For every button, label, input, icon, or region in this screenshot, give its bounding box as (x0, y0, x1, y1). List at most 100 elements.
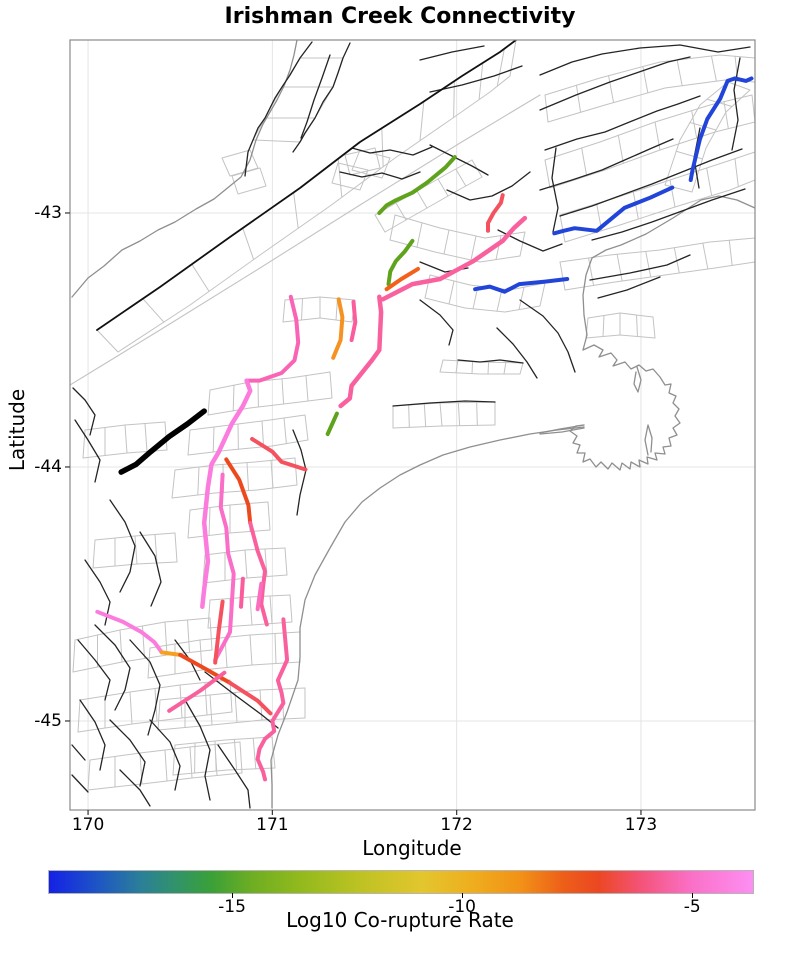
fault-mesh-rung (304, 414, 309, 441)
rupture-trace-pink-northeast (380, 215, 528, 302)
fault-trace (204, 671, 279, 729)
fault-mesh-rung (187, 619, 190, 653)
fault-mesh-rail (147, 661, 301, 679)
alpine-fault-trace (96, 40, 517, 331)
fault-mesh-rail (202, 574, 288, 584)
coastline (582, 195, 755, 351)
rupture-trace-hotpink-continuation (248, 520, 269, 627)
x-tick-label: 171 (256, 815, 289, 835)
fault-trace (544, 95, 701, 151)
fault-mesh-rung (471, 361, 474, 375)
fault-trace (94, 624, 131, 711)
fault-mesh-rung (233, 738, 238, 771)
fault-mesh-quad (221, 149, 259, 177)
coastline (539, 427, 585, 435)
fault-trace (139, 531, 162, 607)
fault-mesh-rung (234, 692, 238, 723)
y-tick-label: -43 (34, 202, 62, 223)
fault-mesh-rung (305, 375, 309, 402)
fault-trace (419, 45, 485, 61)
fault-mesh-rail (439, 371, 521, 375)
fault-mesh-rung (171, 469, 176, 499)
fault-mesh-rung (518, 286, 525, 311)
fault-trace (77, 639, 111, 701)
fault-mesh-rung (457, 402, 461, 427)
fault-mesh-rung (539, 282, 546, 307)
rupture-trace-green-small (325, 411, 339, 436)
fault-mesh-rail (187, 529, 271, 539)
fault-mesh-rung (495, 235, 502, 261)
fault-mesh-rung (443, 229, 450, 255)
fault-mesh-rung (676, 59, 683, 87)
fault-mesh-rung (374, 214, 386, 233)
fault-mesh-rung (144, 423, 148, 452)
fault-mesh-rung (134, 535, 138, 565)
fault-mesh-rail (374, 159, 473, 216)
fault-mesh-rung (416, 222, 423, 248)
coastline (569, 344, 681, 471)
fault-mesh-rung (636, 314, 638, 337)
fault-mesh-rung (575, 84, 582, 113)
fault-trace (149, 719, 181, 791)
colorbar-tick-mark (692, 893, 694, 898)
rupture-trace-pink-trunk-west (200, 378, 253, 609)
rupture-trace-orange-southwest (159, 650, 183, 657)
fault-mesh-rung (439, 402, 443, 427)
fault-trace (429, 65, 523, 93)
fault-mesh-rung (559, 261, 566, 291)
rupture-trace-pink-long-south (255, 617, 290, 782)
fault-trace (539, 138, 674, 191)
fault-mesh-rung (172, 744, 176, 776)
fault-mesh-rung (487, 361, 490, 375)
coastline (71, 40, 298, 298)
fault-mesh-rail (384, 176, 483, 233)
fault-trace (71, 774, 89, 793)
coastline (270, 426, 585, 809)
fault-trace (300, 54, 331, 139)
fault-mesh-rung (289, 594, 293, 623)
fault-mesh-quad (344, 147, 381, 176)
fault-mesh-rung (87, 759, 91, 791)
fault-mesh-rail (207, 397, 333, 416)
fault-trace (457, 359, 524, 364)
fault-mesh-rung (734, 158, 739, 188)
fault-mesh-rung (232, 384, 235, 412)
fault-mesh-rail (189, 414, 306, 431)
map-layers (70, 40, 755, 810)
rupture-trace-salmon-center (250, 437, 308, 472)
rupture-trace-pink-vertical-right-2 (239, 576, 245, 609)
fault-mesh-quad (331, 162, 369, 191)
fault-trace (392, 400, 496, 407)
fault-trace (539, 56, 691, 111)
fault-mesh-rung (381, 127, 384, 168)
fault-mesh-rail (92, 561, 178, 569)
colorbar-label: Log10 Co-rupture Rate (286, 908, 514, 932)
fault-mesh-rung (124, 424, 128, 454)
colorbar-tick-mark (232, 893, 234, 898)
colorbar-tick-mark (462, 893, 464, 898)
x-axis-label: Longitude (362, 836, 462, 860)
fault-trace (419, 299, 454, 346)
rupture-trace-salmon-top (486, 193, 505, 233)
x-tick-label: 173 (624, 815, 658, 835)
fault-mesh-rung (702, 242, 709, 270)
rupture-trace-orange-vertical (331, 297, 345, 360)
fault-trace (72, 387, 96, 436)
fault-mesh-rung (208, 507, 211, 536)
fault-mesh-rung (408, 404, 410, 428)
fault-mesh-rung (246, 462, 250, 492)
fault-trace (597, 276, 661, 299)
fault-mesh-rung (197, 466, 200, 496)
fault-trace (79, 699, 106, 771)
fault-trace (496, 327, 538, 379)
fault-mesh-rung (503, 362, 507, 375)
fault-mesh-rung (261, 420, 265, 448)
fault-mesh-rung (244, 549, 248, 579)
fault-mesh-rail (187, 439, 309, 456)
fault-mesh-rung (214, 744, 218, 776)
fault-mesh-quad (351, 149, 391, 179)
fault-mesh-rung (337, 158, 343, 198)
fault-mesh-rung (734, 55, 739, 82)
fault-trace (446, 171, 531, 201)
